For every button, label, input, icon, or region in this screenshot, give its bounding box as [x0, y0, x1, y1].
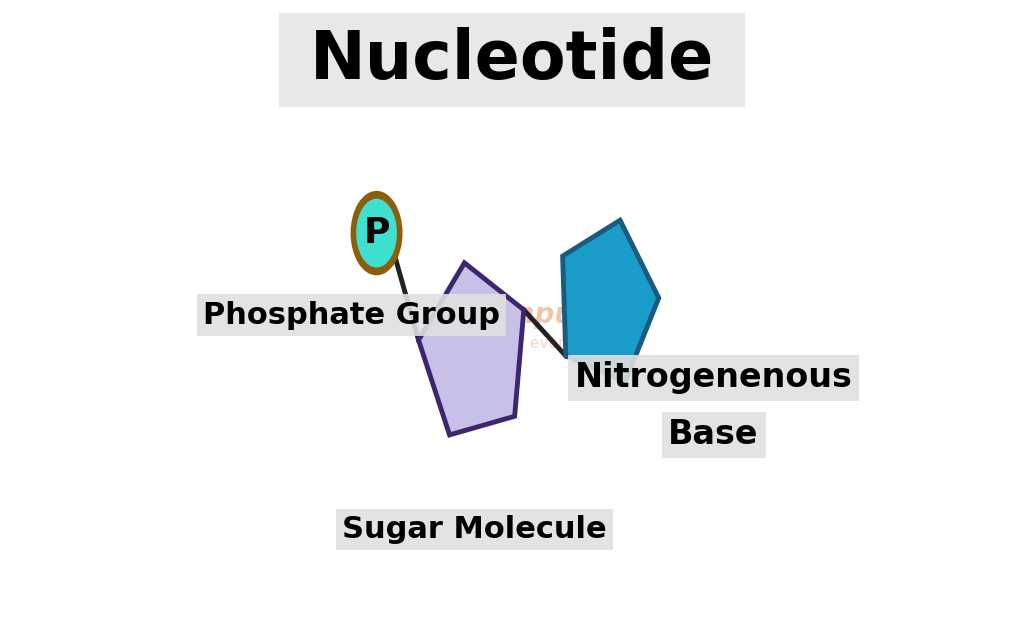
FancyBboxPatch shape — [279, 13, 745, 107]
Text: Nucleotide: Nucleotide — [310, 27, 714, 93]
Text: Base: Base — [669, 418, 759, 451]
Text: Phosphate Group: Phosphate Group — [204, 301, 501, 329]
Text: Sugar Molecule: Sugar Molecule — [342, 515, 606, 544]
Text: Edu input: Edu input — [437, 301, 587, 329]
Polygon shape — [419, 263, 524, 435]
Text: Nitrogenenous: Nitrogenenous — [574, 362, 853, 394]
Ellipse shape — [350, 191, 402, 275]
Text: Education for everyone: Education for everyone — [423, 336, 601, 351]
Polygon shape — [562, 220, 658, 382]
Ellipse shape — [354, 197, 399, 270]
Text: P: P — [364, 216, 390, 250]
